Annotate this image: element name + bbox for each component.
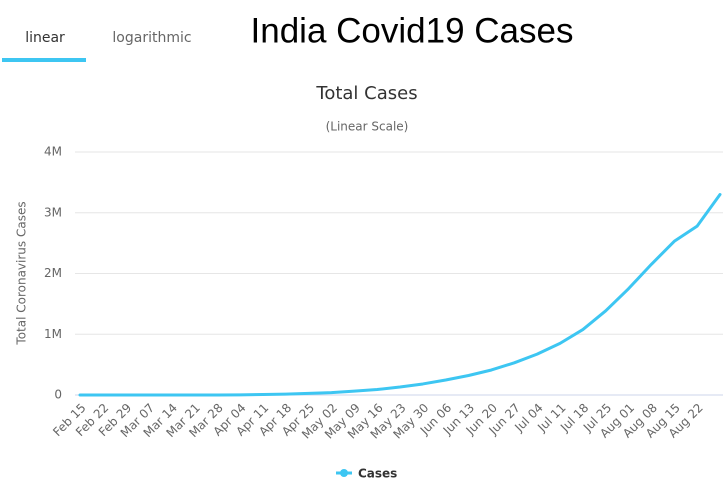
y-tick-label: 2M [44,266,62,280]
legend-symbol [340,469,348,477]
data-line [78,193,722,397]
y-tick-label: 3M [44,205,62,219]
y-tick-label: 0 [54,388,62,402]
legend-label: Cases [358,467,397,481]
tab-linear[interactable]: linear [25,30,65,46]
y-axis-label: Total Coronavirus Cases [15,201,29,345]
active-tab-indicator [2,58,86,62]
chart-title: Total Cases [315,83,417,104]
chart-subtitle: (Linear Scale) [326,120,409,134]
y-tick-label: 4M [44,145,62,159]
y-tick-label: 1M [44,327,62,341]
tab-logarithmic[interactable]: logarithmic [112,30,191,46]
page-header: India Covid19 Cases [251,11,574,50]
